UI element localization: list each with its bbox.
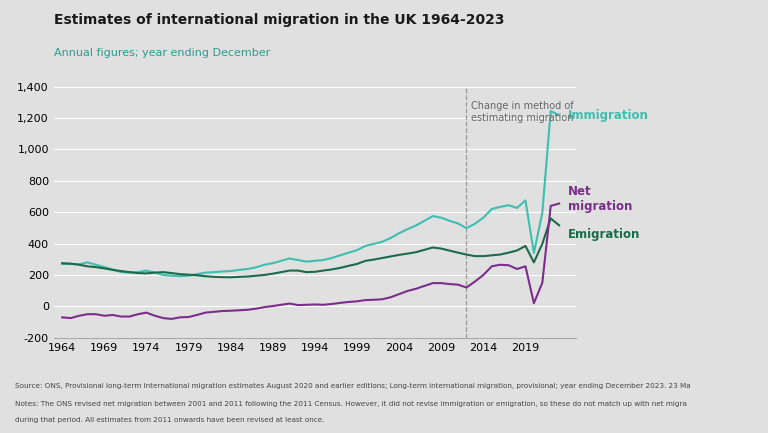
Text: Change in method of: Change in method of xyxy=(471,101,574,111)
Text: Annual figures; year ending December: Annual figures; year ending December xyxy=(54,48,270,58)
Text: Net
migration: Net migration xyxy=(568,185,632,213)
Text: Source: ONS, Provisional long-term international migration estimates August 2020: Source: ONS, Provisional long-term inter… xyxy=(15,383,691,389)
Text: Immigration: Immigration xyxy=(568,109,648,122)
Text: Estimates of international migration in the UK 1964-2023: Estimates of international migration in … xyxy=(54,13,505,27)
Text: during that period. All estimates from 2011 onwards have been revised at least o: during that period. All estimates from 2… xyxy=(15,417,325,423)
Text: Emigration: Emigration xyxy=(568,228,640,241)
Text: estimating migration: estimating migration xyxy=(471,113,573,123)
Text: Notes: The ONS revised net migration between 2001 and 2011 following the 2011 Ce: Notes: The ONS revised net migration bet… xyxy=(15,401,687,407)
